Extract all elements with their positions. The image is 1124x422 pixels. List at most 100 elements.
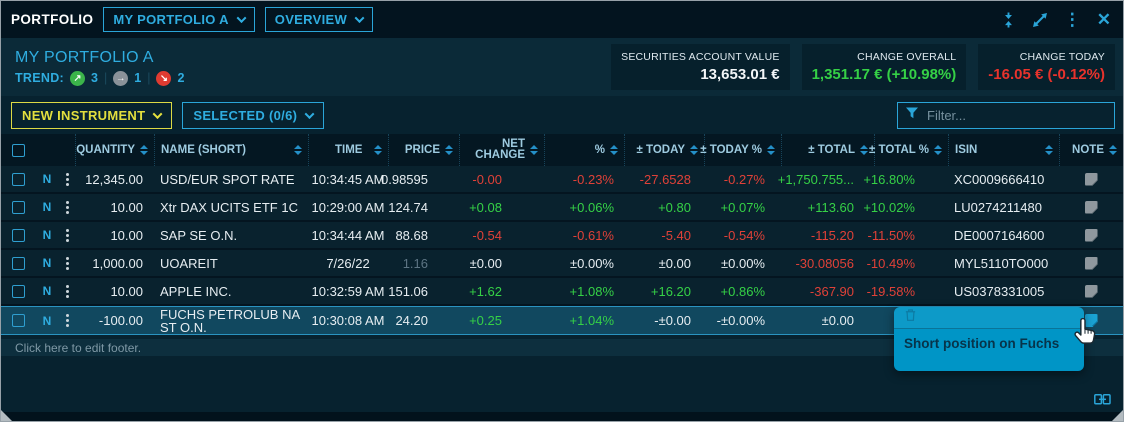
cell-price: 0.98595 [381, 171, 428, 187]
row-news-flag[interactable]: N [42, 284, 52, 298]
expand-icon[interactable] [1032, 12, 1048, 28]
selected-dropdown[interactable]: SELECTED (0/6) [182, 101, 325, 129]
row-news-flag[interactable]: N [42, 200, 52, 214]
cell-price: 151.06 [388, 283, 428, 299]
note-icon[interactable] [1084, 256, 1098, 270]
cell-isin: US0378331005 [954, 283, 1045, 299]
collapse-vertical-icon[interactable] [1001, 12, 1016, 28]
cell-today: +16.20 [650, 283, 691, 299]
note-icon[interactable] [1084, 172, 1098, 186]
col-isin[interactable]: ISIN [948, 134, 1059, 166]
row-checkbox[interactable] [11, 228, 25, 242]
cell-today: -±0.00 [654, 313, 691, 328]
stat-change-today: CHANGE TODAY -16.05 € (-0.12%) [978, 44, 1115, 90]
filter-input[interactable] [925, 106, 1106, 124]
sort-icon [530, 145, 538, 155]
note-icon[interactable] [1084, 200, 1098, 214]
footer-edit-area[interactable]: Click here to edit footer. [1, 339, 1123, 356]
row-checkbox-cell [1, 278, 35, 304]
row-kebab-menu-icon[interactable] [59, 194, 75, 220]
cell-quantity: -100.00 [98, 313, 143, 328]
col-note[interactable]: NOTE [1059, 134, 1123, 166]
row-kebab-menu-icon[interactable] [59, 278, 75, 304]
col-today-percent[interactable]: ± TODAY % [700, 134, 781, 166]
cell-quantity: 10.00 [110, 283, 143, 299]
row-checkbox[interactable] [11, 256, 25, 270]
table-row[interactable]: N 10.00 SAP SE O.N. 10:34:44 AM 88.68 -0.54 -0… [1, 222, 1123, 250]
row-checkbox-cell [1, 166, 35, 192]
portfolio-selector-dropdown[interactable]: MY PORTFOLIO A [103, 7, 255, 32]
funnel-icon [906, 106, 918, 124]
row-news-flag[interactable]: N [42, 256, 52, 270]
table-row[interactable]: N 1,000.00 UOAREIT 7/26/22 1.16 ±0.00 ±0.00% ±0… [1, 250, 1123, 278]
view-selector-dropdown[interactable]: OVERVIEW [264, 7, 374, 32]
cell-name: Xtr DAX UCITS ETF 1C [160, 199, 298, 215]
cell-name: UOAREIT [160, 255, 218, 271]
kebab-menu-icon[interactable]: ⋮ [1063, 10, 1081, 29]
trend-label: TREND: [15, 71, 65, 85]
resize-grip-left[interactable] [1, 410, 12, 421]
row-checkbox-cell [1, 250, 35, 276]
trash-icon[interactable] [904, 308, 917, 327]
sort-icon [767, 145, 775, 155]
note-icon[interactable] [1084, 228, 1098, 242]
cell-isin: DE0007164600 [954, 227, 1045, 243]
col-total-percent[interactable]: ± TOTAL % [869, 134, 948, 166]
cell-name: FUCHS PETROLUB NA ST O.N. [160, 306, 300, 335]
resize-grip-right[interactable] [1112, 410, 1123, 421]
row-checkbox-cell [1, 194, 35, 220]
cell-today: +0.80 [658, 199, 691, 215]
col-percent[interactable]: % [544, 134, 624, 166]
col-net-change[interactable]: NET CHANGE [459, 134, 544, 166]
cell-price: 1.16 [402, 255, 428, 271]
select-all-checkbox[interactable] [11, 143, 25, 157]
table-row[interactable]: N 12,345.00 USD/EUR SPOT RATE 10:34:45 AM 0.… [1, 166, 1123, 194]
cell-price: 88.68 [395, 227, 428, 243]
sort-icon [690, 145, 698, 155]
cell-quantity: 10.00 [110, 199, 143, 215]
cell-time: 10:32:59 AM [311, 283, 385, 299]
portfolio-selector-label: MY PORTFOLIO A [113, 12, 229, 27]
col-today[interactable]: ± TODAY [624, 134, 704, 166]
row-kebab-menu-icon[interactable] [59, 166, 75, 192]
sort-icon [934, 145, 942, 155]
row-news-flag[interactable]: N [42, 172, 52, 186]
link-panels-icon[interactable] [1094, 392, 1111, 410]
row-kebab-menu-icon[interactable] [59, 250, 75, 276]
row-news-flag[interactable]: N [42, 313, 52, 328]
table-row[interactable]: N 10.00 Xtr DAX UCITS ETF 1C 10:29:00 AM 124… [1, 194, 1123, 222]
sort-icon [445, 145, 453, 155]
cell-note [1059, 166, 1123, 192]
note-icon[interactable] [1084, 284, 1098, 298]
row-kebab-menu-icon[interactable] [59, 307, 75, 334]
new-instrument-button[interactable]: NEW INSTRUMENT [11, 101, 173, 129]
close-icon[interactable]: ✕ [1096, 10, 1111, 29]
row-kebab-menu-icon[interactable] [59, 222, 75, 248]
sort-icon [860, 145, 868, 155]
row-checkbox[interactable] [11, 200, 25, 214]
account-value: 13,653.01 € [700, 66, 780, 83]
cell-today: -27.6528 [639, 171, 691, 187]
cell-quantity: 12,345.00 [85, 171, 143, 187]
sort-icon [1109, 145, 1117, 155]
col-price[interactable]: PRICE [388, 134, 459, 166]
cell-total-percent: -11.50% [867, 227, 915, 243]
chevron-down-icon [354, 13, 365, 24]
trend-flat-count: 1 [134, 71, 142, 85]
row-checkbox[interactable] [11, 314, 25, 327]
cell-name: APPLE INC. [160, 283, 232, 299]
cell-total: ±0.00 [821, 313, 854, 328]
col-name[interactable]: NAME (SHORT) [154, 134, 308, 166]
table-row[interactable]: N 10.00 APPLE INC. 10:32:59 AM 151.06 +1.62 +1… [1, 278, 1123, 306]
row-checkbox[interactable] [11, 172, 25, 186]
col-time[interactable]: TIME [308, 134, 388, 166]
col-total[interactable]: ± TOTAL [781, 134, 874, 166]
row-checkbox[interactable] [11, 284, 25, 298]
row-news-flag[interactable]: N [42, 228, 52, 242]
cell-note [1059, 222, 1123, 248]
cell-today: ±0.00 [658, 255, 691, 271]
cell-net-change: -0.54 [472, 227, 502, 243]
col-quantity[interactable]: QUANTITY [75, 134, 154, 166]
note-icon[interactable] [1084, 314, 1098, 327]
chevron-down-icon [236, 13, 247, 24]
